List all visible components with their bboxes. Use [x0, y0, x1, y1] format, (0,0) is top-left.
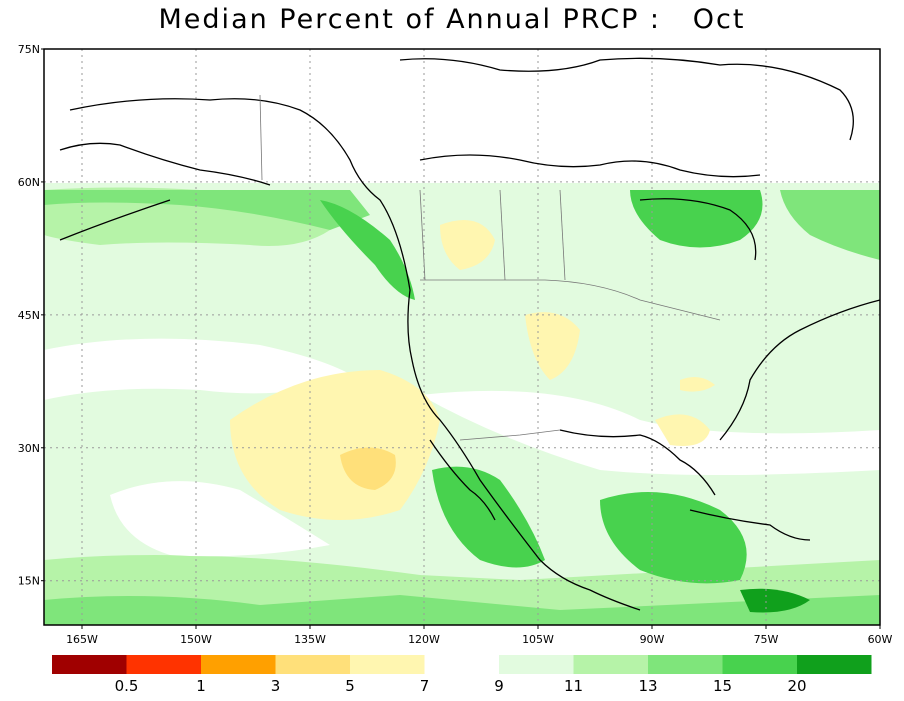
longitude-label: 120W: [408, 633, 440, 646]
precip-field: [44, 49, 880, 625]
legend-label: 5: [345, 677, 355, 695]
legend-swatch: [573, 655, 648, 674]
legend-label: 3: [271, 677, 281, 695]
graticule: [44, 49, 880, 625]
latitude-labels: 75N 60N 45N 30N 15N: [18, 43, 44, 588]
legend-swatch: [126, 655, 201, 674]
legend-label: 15: [713, 677, 732, 695]
longitude-label: 75W: [754, 633, 779, 646]
legend-swatch: [722, 655, 797, 674]
longitude-label: 90W: [640, 633, 665, 646]
legend-label: 7: [420, 677, 430, 695]
legend-label: 1: [196, 677, 206, 695]
longitude-label: 150W: [180, 633, 212, 646]
legend-swatch: [648, 655, 723, 674]
legend-label: 0.5: [115, 677, 139, 695]
longitude-label: 105W: [522, 633, 554, 646]
legend-swatch: [201, 655, 276, 674]
longitude-label: 60W: [868, 633, 893, 646]
legend-label: 9: [494, 677, 504, 695]
latitude-label: 75N: [18, 43, 40, 56]
color-legend: 0.5 1 3 5 7 9 11 13 15 20: [52, 655, 872, 695]
legend-swatch: [424, 655, 499, 674]
longitude-labels: 165W 150W 135W 120W 105W 90W 75W 60W: [66, 625, 893, 646]
legend-swatch: [499, 655, 574, 674]
latitude-label: 45N: [18, 309, 40, 322]
latitude-label: 60N: [18, 176, 40, 189]
legend-swatch: [275, 655, 350, 674]
legend-swatch: [797, 655, 872, 674]
longitude-label: 165W: [66, 633, 98, 646]
legend-swatch: [52, 655, 127, 674]
longitude-label: 135W: [294, 633, 326, 646]
legend-label: 13: [638, 677, 657, 695]
legend-label: 20: [787, 677, 806, 695]
coastlines: [59, 57, 881, 611]
legend-label: 11: [564, 677, 583, 695]
map-frame: [43, 48, 881, 626]
map-title: Median Percent of Annual PRCP : Oct: [158, 4, 746, 35]
latitude-label: 30N: [18, 442, 40, 455]
latitude-label: 15N: [18, 575, 40, 588]
legend-swatch: [350, 655, 425, 674]
political-borders: [259, 94, 721, 441]
